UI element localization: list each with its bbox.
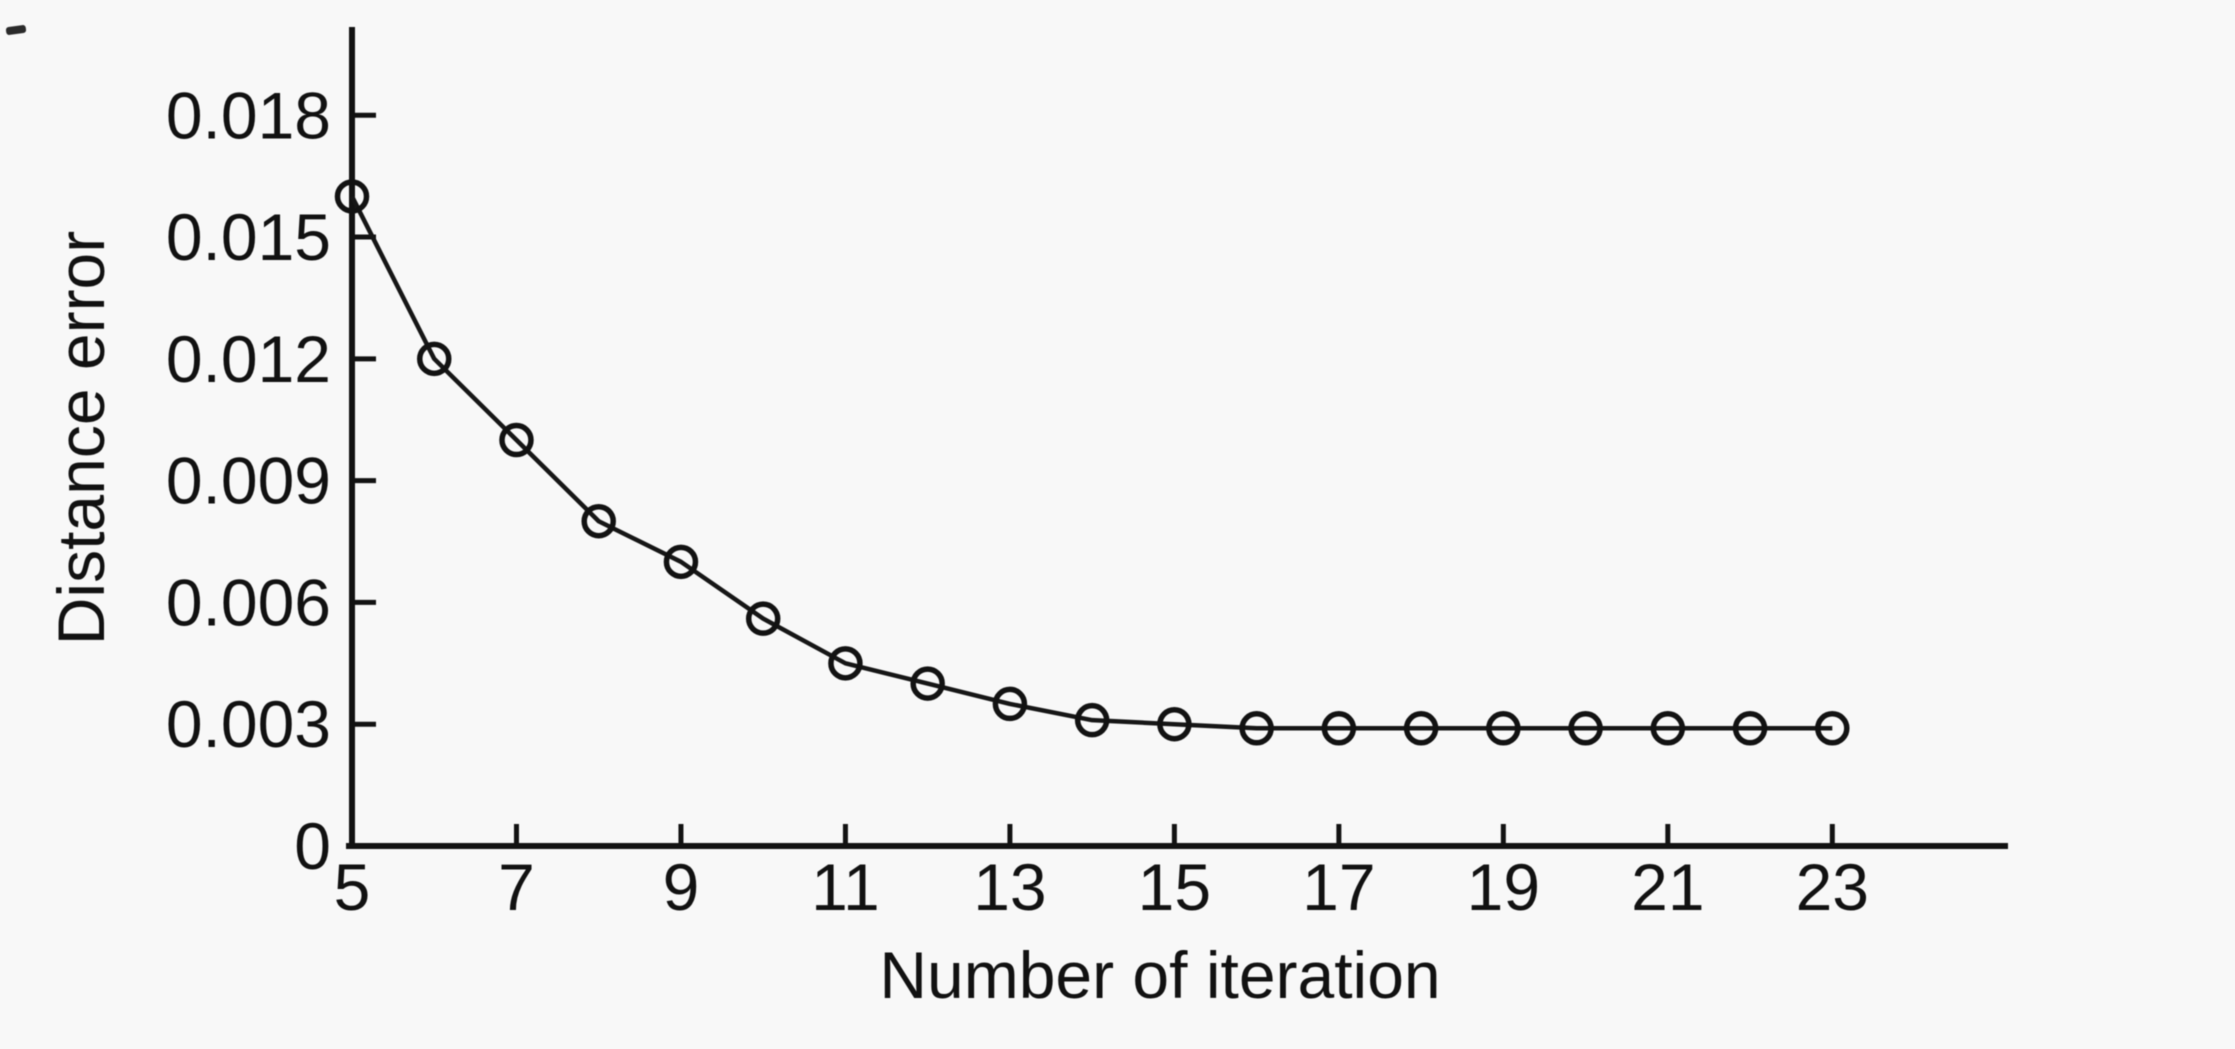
data-line	[349, 195, 1833, 731]
data-point-marker	[1157, 706, 1192, 742]
data-point-marker	[1650, 711, 1686, 746]
y-tick-label: 0.009	[166, 444, 331, 518]
data-point-marker	[334, 179, 370, 214]
y-tick-label: 0.018	[166, 78, 331, 152]
x-tick-label: 9	[663, 850, 700, 924]
y-axis-title: Distance error	[44, 231, 118, 645]
data-point-marker	[745, 601, 781, 636]
data-point-marker	[416, 341, 452, 377]
x-tick-label: 21	[1631, 850, 1704, 924]
data-point-marker	[1568, 711, 1603, 746]
scan-artifact	[5, 25, 27, 35]
data-point-marker	[1074, 702, 1110, 738]
x-axis-title: Number of iteration	[879, 938, 1440, 1012]
x-tick-label: 5	[334, 850, 371, 924]
y-tick-label: 0	[294, 809, 331, 883]
data-point-marker	[581, 503, 616, 539]
y-tick-label: 0.015	[166, 200, 331, 274]
data-point-marker	[1732, 711, 1768, 746]
x-tick-label: 23	[1796, 850, 1869, 924]
x-tick-label: 13	[973, 850, 1046, 924]
x-tick-label: 15	[1138, 850, 1211, 924]
y-tick-label: 0.006	[166, 565, 331, 639]
data-point-marker	[1815, 711, 1850, 746]
data-point-marker	[992, 686, 1028, 722]
data-point-marker	[1321, 711, 1357, 746]
y-tick-label: 0.003	[166, 687, 331, 761]
x-tick-label: 11	[811, 850, 880, 924]
data-point-marker	[828, 646, 863, 681]
x-tick-label: 7	[498, 850, 535, 924]
x-tick-label: 17	[1302, 850, 1375, 924]
data-point-marker	[1239, 711, 1274, 746]
x-tick-label: 19	[1467, 850, 1540, 924]
data-point-marker	[663, 544, 699, 580]
data-point-marker	[1403, 711, 1439, 746]
data-point-marker	[910, 666, 945, 701]
y-tick-label: 0.012	[166, 322, 331, 396]
data-point-marker	[1486, 711, 1521, 746]
data-point-marker	[499, 422, 534, 458]
